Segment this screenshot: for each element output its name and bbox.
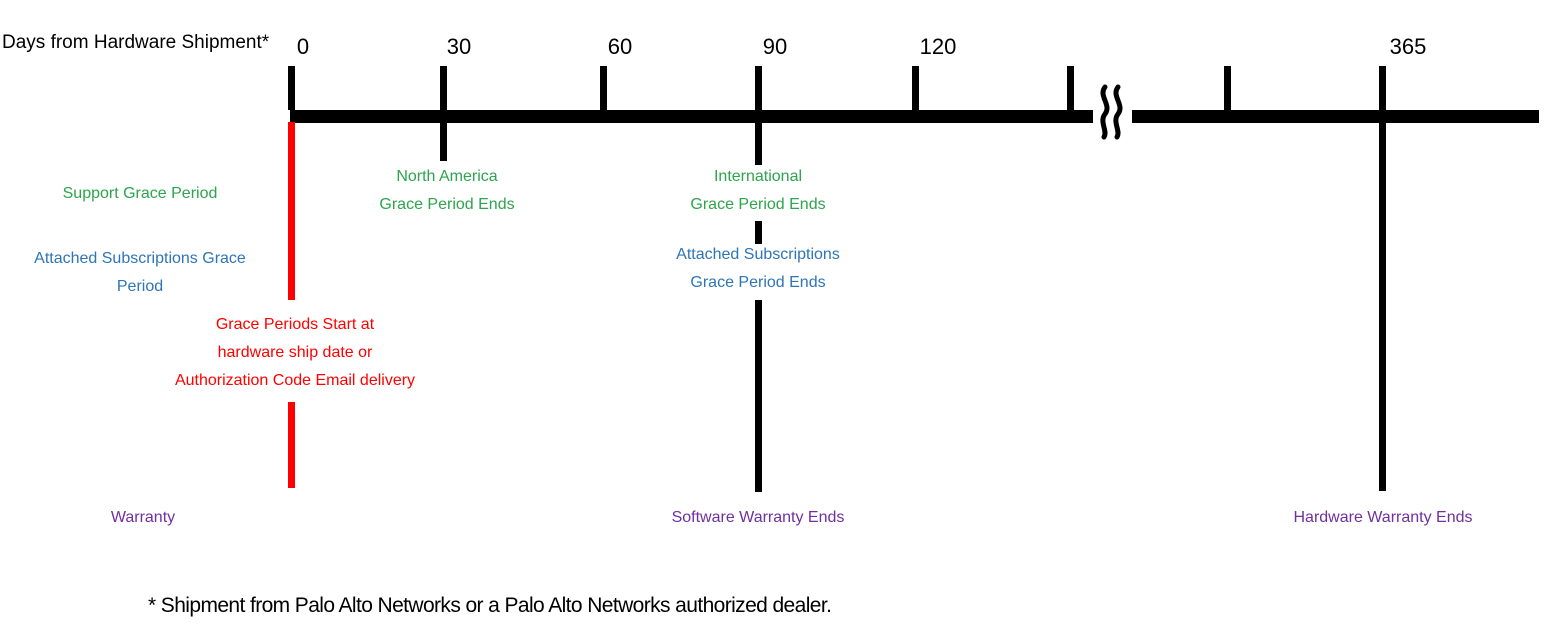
support-grace-period-label: Support Grace Period <box>62 185 218 202</box>
footnote: * Shipment from Palo Alto Networks or a … <box>148 594 832 617</box>
tick-365 <box>1379 66 1386 110</box>
timeline-bar-left <box>290 110 1093 123</box>
tick-60 <box>600 66 607 110</box>
day365-drop-line <box>1379 123 1386 491</box>
attached-subscriptions-grace-period-label: Attached Subscriptions Grace Period <box>34 250 246 295</box>
tick-label-60: 60 <box>607 34 633 59</box>
hardware-warranty-ends-label: Hardware Warranty Ends <box>1293 509 1473 526</box>
tick-120 <box>912 66 919 110</box>
tick-unlabeled-left <box>1067 66 1074 110</box>
day90-drop-line-bottom <box>755 300 762 492</box>
international-grace-ends-label: International Grace Period Ends <box>690 168 826 213</box>
grace-start-line-bottom <box>288 402 295 488</box>
grace-start-note: Grace Periods Start at hardware ship dat… <box>174 316 416 389</box>
tick-label-120: 120 <box>919 34 957 59</box>
tick-label-365: 365 <box>1389 34 1427 59</box>
tick-0 <box>288 66 295 110</box>
attached-subscriptions-grace-ends-label: Attached Subscriptions Grace Period Ends <box>676 246 840 291</box>
axis-title: Days from Hardware Shipment* <box>2 32 270 53</box>
tick-unlabeled-right <box>1224 66 1231 110</box>
day30-drop-line <box>440 123 447 161</box>
axis-break-icon <box>1100 84 1123 140</box>
tick-label-30: 30 <box>446 34 472 59</box>
software-warranty-ends-label: Software Warranty Ends <box>671 509 845 526</box>
tick-30 <box>440 66 447 110</box>
grace-start-line-top <box>288 122 295 300</box>
day90-drop-line-middle <box>755 221 762 244</box>
day90-drop-line-top <box>755 123 762 165</box>
tick-90 <box>755 66 762 110</box>
warranty-label: Warranty <box>110 509 176 526</box>
tick-label-0: 0 <box>296 34 310 59</box>
tick-label-90: 90 <box>762 34 788 59</box>
timeline-bar-right <box>1132 110 1539 123</box>
north-america-grace-ends-label: North America Grace Period Ends <box>379 168 515 213</box>
